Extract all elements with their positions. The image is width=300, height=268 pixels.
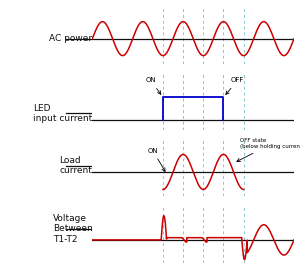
Text: OFF state
(below holding current): OFF state (below holding current) — [237, 139, 300, 162]
Text: AC power: AC power — [49, 34, 92, 43]
Text: Voltage
Between
T1-T2: Voltage Between T1-T2 — [53, 214, 92, 244]
Text: LED
input current: LED input current — [33, 104, 92, 123]
Text: Load
current: Load current — [59, 156, 92, 175]
Text: ON: ON — [148, 148, 165, 171]
Text: ON: ON — [146, 77, 161, 94]
Text: OFF: OFF — [226, 77, 244, 94]
